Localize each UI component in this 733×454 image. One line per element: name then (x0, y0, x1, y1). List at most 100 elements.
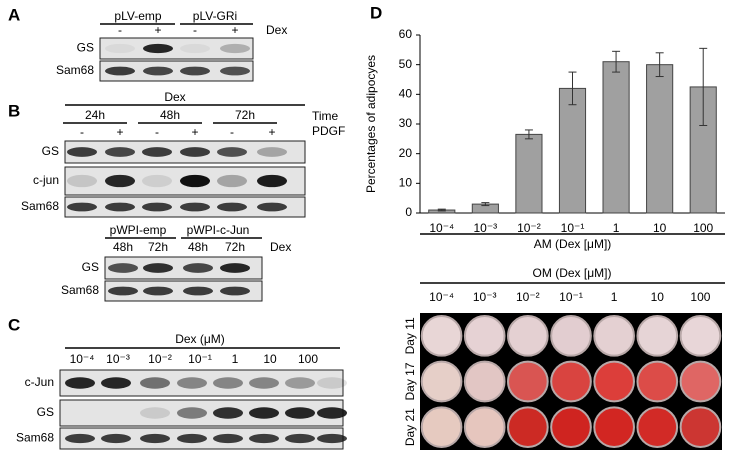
label: Dex (164, 90, 185, 104)
x-tick-label: 10 (653, 221, 667, 235)
band (220, 286, 250, 296)
well (550, 406, 592, 448)
label: 10⁻⁴ (429, 290, 454, 304)
band (65, 377, 95, 389)
band (317, 377, 347, 389)
label: 1 (232, 352, 239, 366)
label: 48h (160, 108, 180, 122)
well (636, 315, 679, 357)
band (285, 377, 315, 389)
y-tick-label: 30 (399, 116, 413, 130)
well (636, 406, 679, 448)
band (180, 43, 210, 54)
band (143, 66, 173, 76)
band (142, 202, 172, 212)
label: + (231, 23, 238, 37)
label: Dex (270, 240, 291, 254)
band (177, 433, 207, 444)
band (108, 263, 138, 273)
label: + (191, 125, 198, 139)
label: 10⁻² (148, 352, 172, 366)
well (463, 406, 506, 448)
band (180, 174, 210, 188)
label: + (154, 23, 161, 37)
y-tick-label: 60 (399, 27, 413, 41)
panel-label: A (8, 5, 20, 24)
label: pWPI-c-Jun (187, 223, 250, 237)
label: GS (77, 41, 94, 55)
band (317, 407, 347, 419)
band (67, 147, 97, 157)
label: 10 (263, 352, 277, 366)
band (105, 66, 135, 76)
label: 100 (690, 290, 710, 304)
band (249, 377, 279, 389)
well (463, 315, 506, 357)
band (217, 174, 247, 188)
y-tick-label: 50 (399, 57, 413, 71)
label: Time (312, 109, 339, 123)
well (679, 315, 722, 357)
band (213, 433, 243, 444)
y-axis-label: Percentages of adipocyes (364, 55, 378, 193)
bar (515, 133, 543, 214)
blot (99, 37, 254, 60)
x-tick-label: 10⁻⁴ (429, 221, 454, 235)
band (257, 174, 287, 188)
well (463, 360, 506, 403)
band (143, 43, 173, 54)
band (217, 147, 247, 157)
label: 10⁻² (516, 290, 540, 304)
band (177, 377, 207, 389)
band (101, 433, 131, 444)
label: 100 (298, 352, 318, 366)
label: GS (42, 144, 59, 158)
label: - (118, 23, 122, 37)
band (285, 407, 315, 419)
band (65, 433, 95, 444)
label: Sam68 (16, 431, 54, 445)
label: pLV-emp (114, 9, 161, 23)
bar (646, 64, 674, 214)
well (420, 360, 463, 403)
panel-label: B (8, 101, 20, 120)
label: 10⁻³ (473, 290, 497, 304)
label: Dex (μM) (175, 332, 225, 346)
band (142, 174, 172, 188)
band (67, 174, 97, 188)
band (180, 147, 210, 157)
x-axis-label: AM (Dex [μM]) (534, 237, 612, 251)
well (420, 315, 463, 357)
band (183, 263, 213, 273)
x-tick-label: 100 (693, 221, 713, 235)
well (550, 315, 592, 357)
band (143, 263, 173, 273)
x-tick-label: 10⁻¹ (561, 221, 585, 235)
y-tick-label: 10 (399, 176, 413, 190)
label: + (116, 125, 123, 139)
label: pLV-GRi (193, 9, 237, 23)
y-tick-label: 0 (405, 205, 412, 219)
well (636, 360, 679, 403)
band (220, 43, 250, 54)
x-tick-label: 10⁻² (517, 221, 541, 235)
label: - (80, 125, 84, 139)
band (101, 377, 131, 389)
panel-label: C (8, 315, 20, 334)
label: 72h (235, 108, 255, 122)
band (220, 66, 250, 76)
band (177, 407, 207, 419)
band (140, 407, 170, 419)
label: - (155, 125, 159, 139)
label: 10⁻¹ (188, 352, 212, 366)
label: 1 (611, 290, 618, 304)
label: - (193, 23, 197, 37)
label: 10⁻¹ (559, 290, 583, 304)
row-label: Day 17 (403, 362, 417, 400)
label: 72h (225, 240, 245, 254)
label: GS (37, 405, 54, 419)
well (550, 360, 592, 403)
well (679, 406, 722, 448)
band (249, 433, 279, 444)
